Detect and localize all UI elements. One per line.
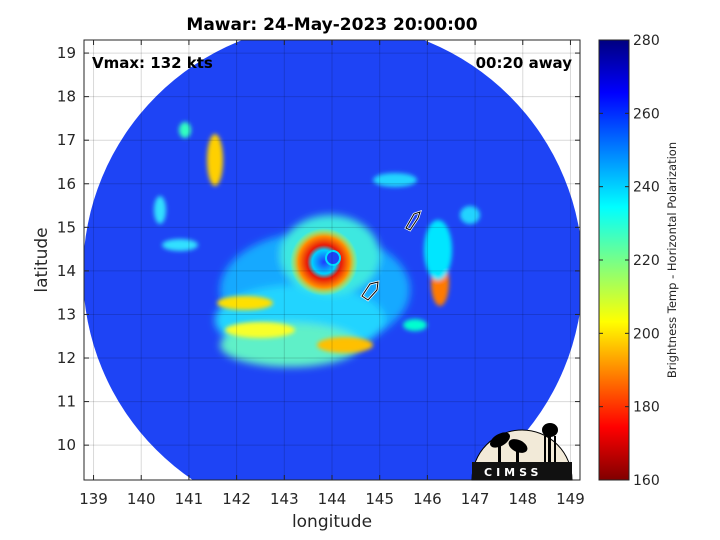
vmax-label: Vmax: 132 kts — [92, 54, 213, 72]
time-offset-label: 00:20 away — [476, 54, 573, 72]
y-tick-label: 11 — [57, 393, 76, 411]
x-tick-label: 144 — [318, 490, 347, 508]
eyewall — [290, 228, 358, 296]
rota-outline-inner — [405, 211, 421, 231]
y-tick-label: 13 — [57, 305, 76, 323]
colorbar-tick-label: 220 — [633, 253, 660, 269]
logo-text: CIMSS — [484, 466, 542, 479]
y-tick-label: 10 — [57, 436, 76, 454]
cimss-logo: CIMSS — [471, 423, 573, 481]
x-tick-label: 149 — [556, 490, 585, 508]
y-tick-label: 12 — [57, 349, 76, 367]
axes-frame — [83, 39, 581, 481]
y-tick-label: 19 — [57, 44, 76, 62]
x-tick-label: 139 — [79, 490, 108, 508]
y-tick-label: 15 — [57, 218, 76, 236]
colorbar-tick-label: 180 — [633, 400, 660, 416]
colorbar-ticks: 160 180 200 220 240 260 280 — [599, 33, 660, 489]
x-axis-ticks: 139 140 141 142 143 144 145 146 147 148 149 — [79, 40, 585, 508]
x-tick-label: 143 — [270, 490, 299, 508]
colorbar-tick-label: 200 — [633, 326, 660, 342]
x-tick-label: 145 — [365, 490, 394, 508]
colorbar-tick-label: 280 — [633, 33, 660, 49]
y-tick-label: 16 — [57, 175, 76, 193]
x-tick-label: 146 — [413, 490, 442, 508]
x-axis-label: longitude — [292, 512, 372, 532]
brightness-temperature-image — [84, 40, 580, 480]
y-tick-label: 17 — [57, 131, 76, 149]
eye — [325, 250, 341, 266]
colorbar-tick-label: 160 — [633, 473, 660, 489]
y-tick-label: 18 — [57, 88, 76, 106]
guam-outline-inner — [361, 281, 379, 301]
x-tick-label: 141 — [175, 490, 204, 508]
chart-title: Mawar: 24-May-2023 20:00:00 — [186, 15, 477, 35]
y-axis-ticks: 10 11 12 13 14 15 16 17 18 19 — [57, 44, 580, 454]
colorbar-tick-label: 260 — [633, 106, 660, 122]
y-tick-label: 14 — [57, 262, 76, 280]
x-tick-label: 147 — [461, 490, 490, 508]
y-axis-label: latitude — [32, 227, 52, 292]
x-tick-label: 148 — [508, 490, 537, 508]
colorbar — [598, 39, 630, 481]
gridlines — [84, 40, 580, 480]
colorbar-label: Brightness Temp - Horizontal Polarizatio… — [665, 142, 679, 378]
rainbands — [154, 122, 480, 353]
x-tick-label: 142 — [222, 490, 251, 508]
colorbar-tick-label: 240 — [633, 180, 660, 196]
x-tick-label: 140 — [127, 490, 156, 508]
